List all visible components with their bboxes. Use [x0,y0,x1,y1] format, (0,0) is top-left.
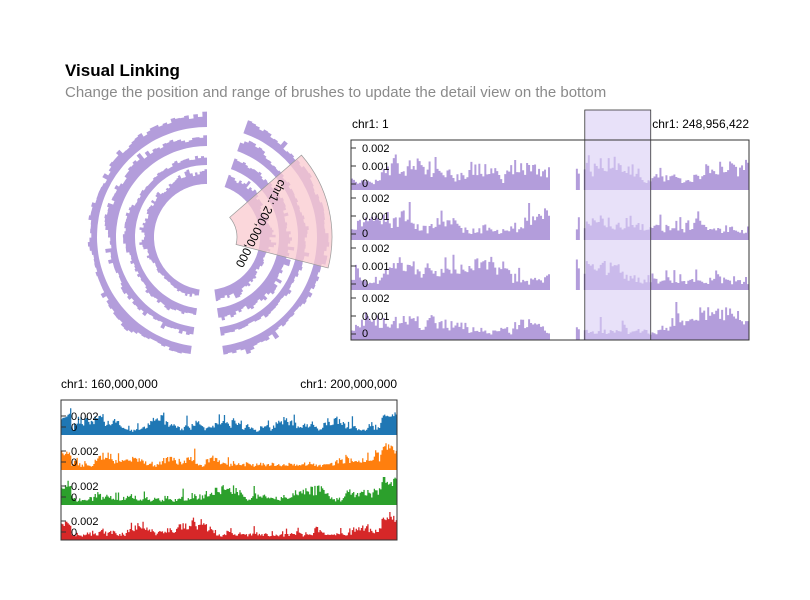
detail-track-area [61,477,397,505]
linear-y-tick-label: 0.001 [362,161,390,173]
linear-tracks: 0.0020.00100.0020.00100.0020.00100.0020.… [351,143,749,340]
linear-overview-chart: chr1: 1 chr1: 248,956,422 0.0020.00100.0… [350,109,750,341]
detail-y-tick-label: 0 [71,492,77,504]
detail-track-area [61,512,397,540]
detail-end-label: chr1: 200,000,000 [300,377,397,391]
linear-track-area [351,254,749,290]
detail-frame [60,399,398,541]
linear-track-area [351,154,749,190]
detail-track-area [61,408,397,435]
linear-track-area [351,202,749,240]
linear-track-area [351,302,749,340]
linear-start-label: chr1: 1 [352,117,389,131]
linear-brush[interactable] [584,109,652,341]
detail-y-tick-label: 0.002 [71,411,99,423]
page-title: Visual Linking [65,61,180,80]
linear-y-tick-label: 0 [362,228,368,240]
linear-y-tick-label: 0.001 [362,261,390,273]
detail-y-tick-label: 0 [71,457,77,469]
linear-y-tick-label: 0.001 [362,211,390,223]
linear-frame [350,139,750,341]
linear-y-tick-label: 0.001 [362,311,390,323]
detail-y-tick-label: 0.002 [71,481,99,493]
linear-track: 0.002 0.001 0 [351,143,749,190]
detail-start-label: chr1: 160,000,000 [61,377,158,391]
detail-y-tick-label: 0.002 [71,446,99,458]
circular-brush[interactable] [229,154,333,269]
linear-y-tick-label: 0 [362,328,368,340]
linear-track: 0.002 0.001 0 [351,293,749,340]
linear-y-tick-label: 0.002 [362,293,390,305]
linear-y-tick-label: 0.002 [362,143,390,155]
detail-y-tick-label: 0 [71,422,77,434]
linear-track: 0.002 0.001 0 [351,243,749,290]
linear-y-tick-label: 0 [362,278,368,290]
linear-end-label: chr1: 248,956,422 [652,117,749,131]
circular-overview-chart: chr1: 200,000,000 [87,111,333,355]
linear-y-tick-label: 0.002 [362,193,390,205]
detail-y-tick-label: 0.002 [71,516,99,528]
detail-y-tick-label: 0 [71,527,77,539]
detail-view-chart: chr1: 160,000,000 chr1: 200,000,000 0.00… [60,377,398,541]
linear-y-tick-label: 0 [362,178,368,190]
linear-y-tick-label: 0.002 [362,243,390,255]
page-subtitle: Change the position and range of brushes… [65,84,607,101]
linear-track: 0.002 0.001 0 [351,193,749,240]
detail-track-area [61,443,397,470]
